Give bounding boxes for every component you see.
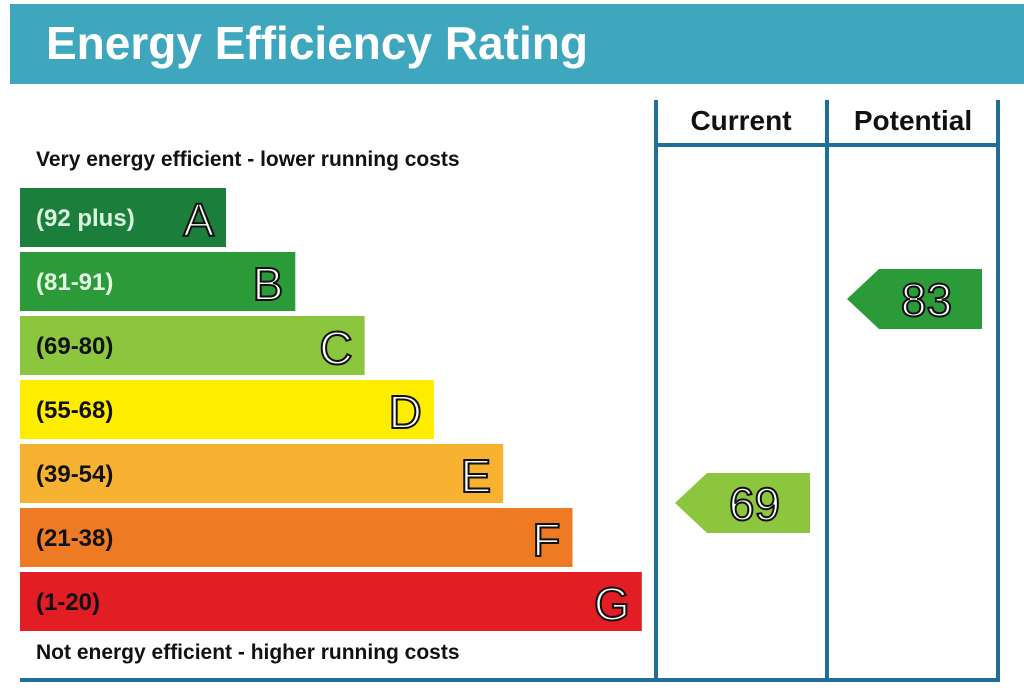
bottom-caption: Not energy efficient - higher running co…	[36, 641, 460, 664]
band-letter: C	[319, 322, 352, 374]
band-bar-g	[20, 572, 642, 631]
band-range-label: (1-20)	[36, 589, 100, 616]
band-letter: E	[461, 450, 492, 502]
band-e: (39-54) E	[20, 444, 504, 503]
chart-title: Energy Efficiency Rating	[46, 17, 588, 69]
band-c: (69-80) C	[20, 316, 365, 375]
arrow-shape	[847, 269, 982, 329]
band-letter: B	[253, 258, 284, 310]
band-a: (92 plus) A	[20, 188, 226, 247]
band-letter: A	[183, 194, 214, 246]
band-range-label: (69-80)	[36, 333, 113, 360]
band-range-label: (81-91)	[36, 269, 113, 296]
band-letter: G	[594, 578, 630, 630]
band-bar-d	[20, 380, 434, 439]
bands: (92 plus) A (81-91) B (69-80) C (55-68) D (39-54…	[20, 188, 642, 631]
band-range-label: (21-38)	[36, 525, 113, 552]
band-d: (55-68) D	[20, 380, 434, 439]
top-caption: Very energy efficient - lower running co…	[36, 148, 460, 171]
rating-value: 69	[729, 478, 780, 530]
band-bar-a	[20, 188, 226, 247]
band-range-label: (39-54)	[36, 461, 113, 488]
rating-value: 83	[901, 274, 952, 326]
band-f: (21-38) F	[20, 508, 573, 567]
arrow-shape	[675, 473, 810, 533]
band-bar-f	[20, 508, 573, 567]
column-header-current: Current	[690, 105, 791, 136]
band-bar-e	[20, 444, 504, 503]
band-range-label: (55-68)	[36, 397, 113, 424]
band-g: (1-20) G	[20, 572, 642, 631]
rating-arrow-potential: 83	[847, 269, 982, 329]
rating-arrows: 69 83	[675, 269, 982, 533]
column-header-potential: Potential	[854, 105, 972, 136]
rating-arrow-current: 69	[675, 473, 810, 533]
band-range-label: (92 plus)	[36, 205, 135, 232]
rating-frame	[20, 100, 1000, 682]
band-letter: D	[389, 386, 422, 438]
band-bar-c	[20, 316, 365, 375]
band-bar-b	[20, 252, 296, 311]
title-bar: Energy Efficiency Rating	[10, 4, 1024, 84]
band-b: (81-91) B	[20, 252, 296, 311]
band-letter: F	[532, 514, 560, 566]
